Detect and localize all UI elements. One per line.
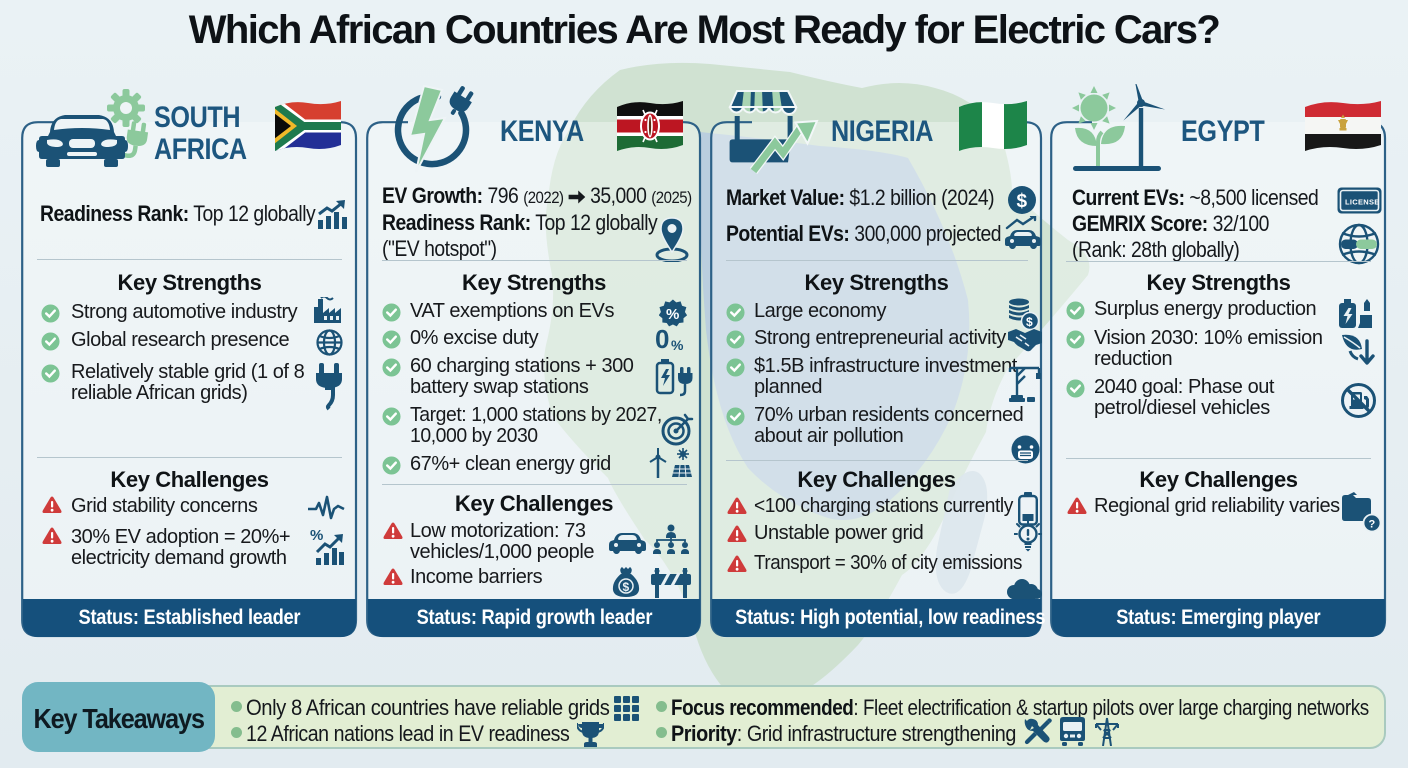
svg-text:$: $ xyxy=(1017,191,1028,212)
svg-text:%: % xyxy=(310,527,323,544)
svg-text:$: $ xyxy=(623,580,630,594)
svg-text:%: % xyxy=(671,337,684,352)
svg-text:0: 0 xyxy=(655,326,669,352)
svg-text:$: $ xyxy=(1026,315,1033,329)
svg-text:?: ? xyxy=(1369,519,1376,531)
svg-text:LICENSE: LICENSE xyxy=(1345,198,1380,207)
svg-text:%: % xyxy=(666,306,679,323)
